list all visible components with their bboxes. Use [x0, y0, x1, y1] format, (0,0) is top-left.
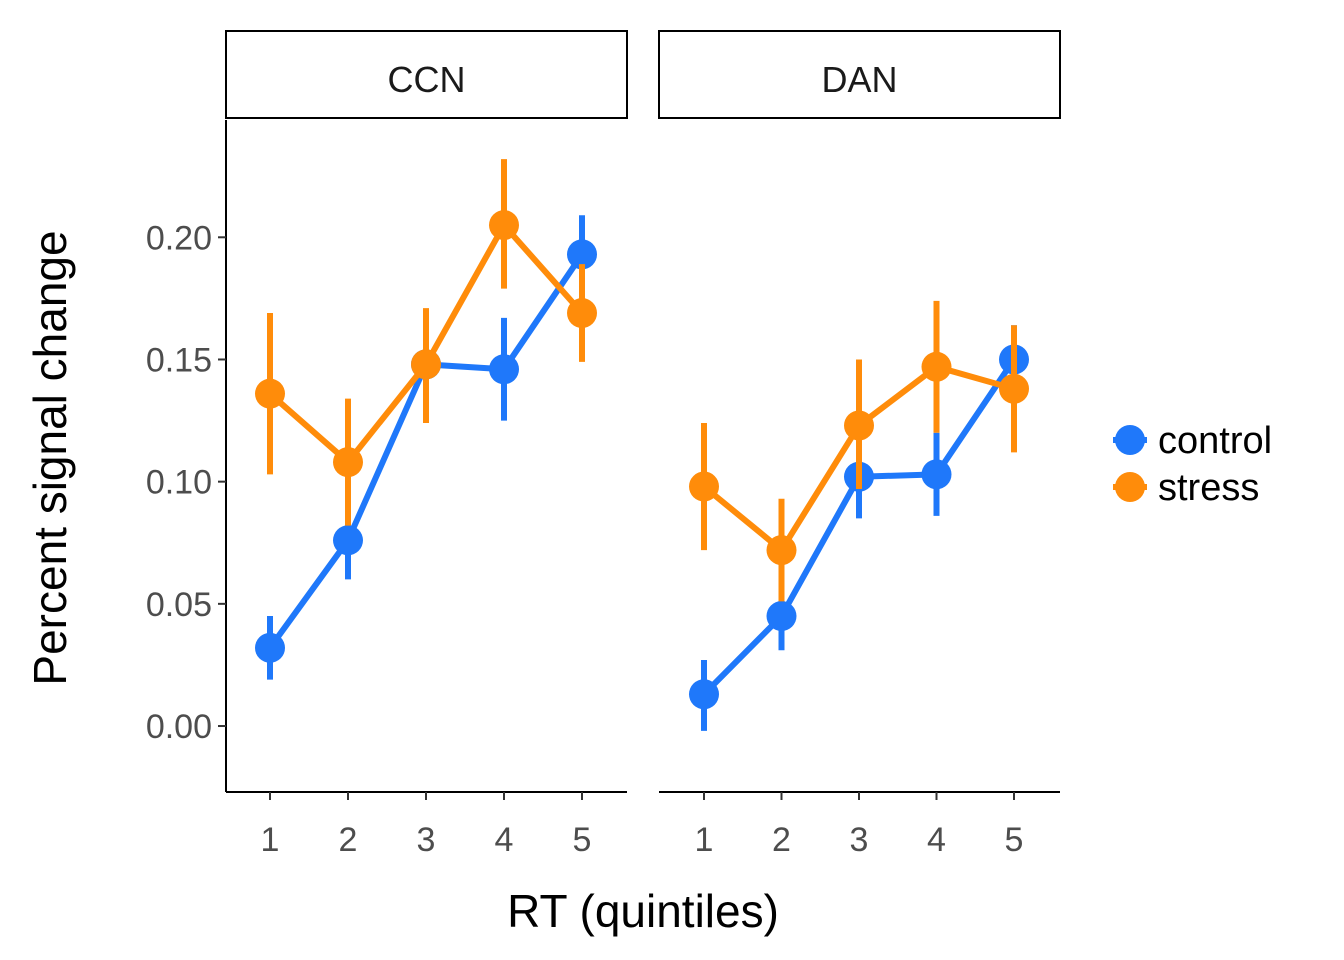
- strip-box: [658, 30, 1061, 119]
- data-point: [766, 601, 797, 632]
- data-point: [489, 354, 519, 385]
- legend-key-point: [1115, 425, 1145, 455]
- y-axis-title: Percent signal change: [24, 230, 76, 685]
- x-tick-label: 2: [772, 821, 791, 859]
- series-stress: [689, 300, 1029, 602]
- data-point: [255, 632, 285, 663]
- y-tick-label: 0.00: [146, 708, 212, 746]
- data-point: [333, 447, 363, 478]
- data-point: [567, 239, 597, 270]
- x-tick-label: 3: [417, 821, 436, 859]
- x-tick-label: 5: [573, 821, 592, 859]
- data-point: [689, 471, 719, 502]
- series-stress: [255, 159, 597, 526]
- x-tick-label: 5: [1005, 821, 1024, 859]
- y-tick-label: 0.05: [146, 586, 212, 624]
- data-point: [567, 298, 597, 329]
- x-tick-label: 3: [850, 821, 869, 859]
- strip-box: [225, 30, 628, 119]
- legend-label: stress: [1158, 467, 1259, 509]
- panel-ccn: CCN 0.00 0.05 0.10 0.15 0.20 1 2 3 4 5: [146, 30, 628, 859]
- legend-label: control: [1158, 420, 1272, 462]
- data-point: [255, 378, 285, 409]
- x-tick-label: 2: [339, 821, 358, 859]
- legend-item-stress: stress: [1113, 467, 1259, 509]
- y-tick-label: 0.20: [146, 219, 212, 257]
- panel-dan: DAN 1 2 3 4 5: [658, 30, 1061, 859]
- strip-label: CCN: [388, 59, 466, 100]
- legend-item-control: control: [1113, 420, 1272, 462]
- legend-key-point: [1115, 472, 1145, 502]
- data-point: [844, 410, 874, 441]
- x-tick-label: 1: [695, 821, 714, 859]
- strip-label: DAN: [821, 59, 897, 100]
- data-point: [999, 373, 1029, 404]
- y-tick-label: 0.10: [146, 464, 212, 502]
- x-tick-label: 1: [261, 821, 280, 859]
- data-point: [921, 351, 952, 382]
- data-point: [411, 349, 441, 380]
- y-tick-label: 0.15: [146, 341, 212, 379]
- data-point: [489, 210, 519, 241]
- data-point: [689, 679, 719, 710]
- x-tick-label: 4: [495, 821, 514, 859]
- data-point: [766, 535, 797, 566]
- x-axis-title: RT (quintiles): [507, 885, 779, 937]
- chart-panels: CCN 0.00 0.05 0.10 0.15 0.20 1 2 3 4 5 DAN 1 2 3 4 5: [146, 30, 1061, 859]
- legend: control stress: [1113, 420, 1272, 509]
- x-tick-label: 4: [927, 821, 946, 859]
- series-control: [255, 215, 597, 680]
- data-point: [921, 459, 952, 490]
- data-point: [333, 525, 363, 556]
